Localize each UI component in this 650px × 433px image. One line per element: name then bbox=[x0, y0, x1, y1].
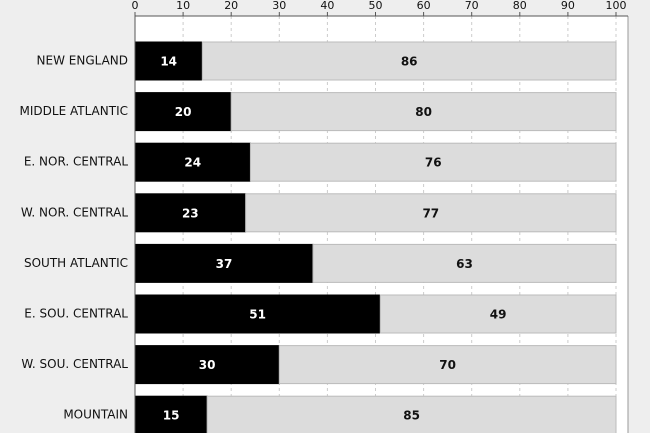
bar-segment bbox=[134, 92, 232, 132]
data-label: 30 bbox=[199, 358, 216, 372]
data-label: 49 bbox=[490, 308, 507, 322]
bar-segment bbox=[312, 243, 617, 283]
bar-segment bbox=[134, 41, 203, 81]
bar-segment bbox=[278, 345, 617, 385]
data-label: 85 bbox=[403, 409, 420, 423]
x-tick-label: 80 bbox=[513, 0, 527, 12]
category-label: MOUNTAIN bbox=[63, 408, 128, 422]
bar-segment bbox=[134, 395, 208, 433]
bar-segment bbox=[249, 142, 617, 182]
data-label: 63 bbox=[456, 257, 473, 271]
category-label: E. SOU. CENTRAL bbox=[24, 307, 128, 321]
data-label: 86 bbox=[401, 55, 418, 69]
x-tick-label: 70 bbox=[465, 0, 479, 12]
x-tick-label: 10 bbox=[176, 0, 190, 12]
category-label: NEW ENGLAND bbox=[37, 54, 128, 68]
data-label: 14 bbox=[160, 55, 177, 69]
x-tick-label: 100 bbox=[606, 0, 627, 12]
x-tick-label: 40 bbox=[320, 0, 334, 12]
category-label: W. NOR. CENTRAL bbox=[21, 205, 128, 219]
x-tick-label: 0 bbox=[132, 0, 139, 12]
bar-segment bbox=[230, 92, 617, 132]
bar-segment bbox=[201, 41, 617, 81]
data-label: 76 bbox=[425, 156, 442, 170]
category-label: MIDDLE ATLANTIC bbox=[20, 104, 128, 118]
data-label: 37 bbox=[216, 257, 233, 271]
bar-segment bbox=[379, 294, 617, 334]
bar-segment bbox=[134, 294, 381, 334]
data-label: 51 bbox=[249, 308, 266, 322]
data-label: 20 bbox=[175, 105, 192, 119]
bar-segment bbox=[206, 395, 617, 433]
x-tick-label: 50 bbox=[369, 0, 383, 12]
data-label: 80 bbox=[415, 105, 432, 119]
data-label: 15 bbox=[163, 409, 180, 423]
category-label: SOUTH ATLANTIC bbox=[24, 256, 128, 270]
data-label: 70 bbox=[439, 358, 456, 372]
data-label: 24 bbox=[184, 156, 201, 170]
category-label: E. NOR. CENTRAL bbox=[24, 155, 129, 169]
category-label: W. SOU. CENTRAL bbox=[21, 357, 128, 371]
bar-segment bbox=[245, 193, 617, 233]
data-label: 77 bbox=[422, 206, 439, 220]
x-tick-label: 20 bbox=[224, 0, 238, 12]
x-tick-label: 90 bbox=[561, 0, 575, 12]
data-label: 23 bbox=[182, 206, 199, 220]
bar-segment bbox=[134, 345, 280, 385]
x-tick-label: 60 bbox=[417, 0, 431, 12]
x-tick-label: 30 bbox=[272, 0, 286, 12]
bar-segment bbox=[134, 243, 314, 283]
